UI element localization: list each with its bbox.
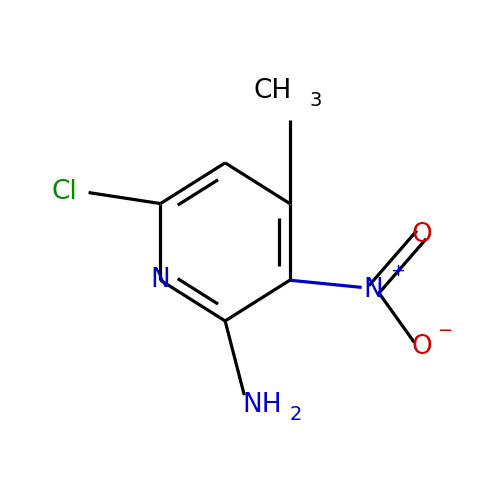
Text: Cl: Cl (52, 179, 78, 205)
Text: N: N (150, 267, 171, 293)
Text: 2: 2 (290, 405, 302, 424)
Text: +: + (390, 262, 405, 280)
Text: −: − (437, 321, 452, 340)
Text: CH: CH (254, 78, 292, 104)
Text: NH: NH (242, 392, 282, 418)
Text: O: O (411, 222, 432, 248)
Text: N: N (364, 277, 384, 303)
Text: 3: 3 (310, 91, 322, 110)
Text: O: O (411, 334, 432, 360)
